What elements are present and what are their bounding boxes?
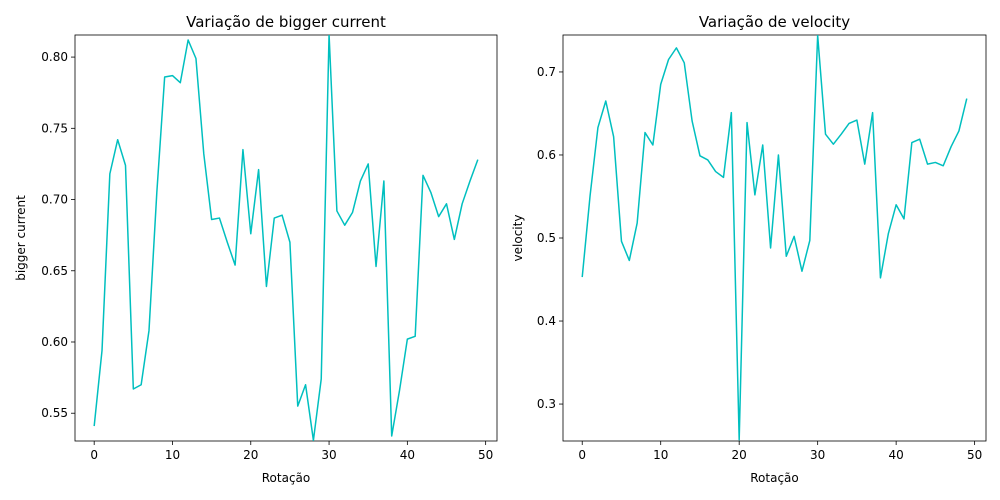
- x-tick-label: 30: [321, 448, 336, 462]
- chart-title: Variação de bigger current: [186, 13, 386, 31]
- y-tick-label: 0.65: [41, 264, 68, 278]
- y-axis-label: bigger current: [14, 195, 28, 281]
- x-tick-label: 50: [478, 448, 493, 462]
- x-tick-label: 30: [810, 448, 825, 462]
- y-tick-label: 0.80: [41, 50, 68, 64]
- x-axis-label: Rotação: [262, 471, 311, 485]
- chart-bigger-current: Variação de bigger current Rotação bigger …: [14, 13, 498, 485]
- y-tick-label: 0.4: [537, 314, 556, 328]
- x-tick-label: 20: [732, 448, 747, 462]
- y-tick-label: 0.3: [537, 397, 556, 411]
- y-tick-label: 0.70: [41, 193, 68, 207]
- x-tick-label: 0: [578, 448, 586, 462]
- x-tick-label: 40: [889, 448, 904, 462]
- x-tick-label: 20: [243, 448, 258, 462]
- y-tick-label: 0.7: [537, 65, 556, 79]
- x-tick-label: 0: [90, 448, 98, 462]
- x-tick-label: 50: [967, 448, 982, 462]
- x-tick-label: 10: [165, 448, 180, 462]
- series-line: [93, 35, 479, 441]
- chart-velocity: Variação de velocity Rotação velocity 0 10 20…: [511, 13, 987, 485]
- y-axis-label: velocity: [511, 215, 525, 262]
- x-tick-label: 10: [653, 448, 668, 462]
- series-line: [581, 35, 968, 441]
- y-tick-label: 0.6: [537, 148, 556, 162]
- y-tick-label: 0.55: [41, 406, 68, 420]
- axes-frame: [74, 34, 498, 442]
- chart-title: Variação de velocity: [699, 13, 850, 31]
- y-tick-label: 0.75: [41, 121, 68, 135]
- x-axis-label: Rotação: [750, 471, 799, 485]
- y-tick-label: 0.5: [537, 231, 556, 245]
- y-tick-label: 0.60: [41, 335, 68, 349]
- x-tick-label: 40: [400, 448, 415, 462]
